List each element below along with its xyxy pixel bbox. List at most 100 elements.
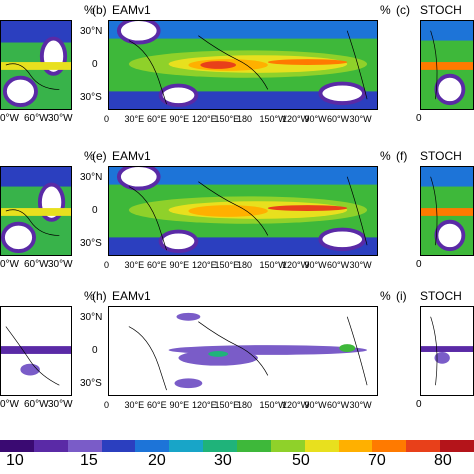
row1-mid-pct: % <box>380 3 391 17</box>
lon-tick-left-r3-1: 60°W <box>24 399 49 410</box>
lat-tick-r3-30s: 30°S <box>80 378 102 389</box>
lon-tick-main-r3-0: 0 <box>104 400 110 410</box>
lon-tick-main-r2-6: 180 <box>237 260 253 270</box>
lon-tick-main-r2-4: 120°E <box>192 260 217 270</box>
lon-tick-main-r1-2: 60°E <box>147 114 167 124</box>
lon-tick-main-r1-11: 30°W <box>349 114 372 124</box>
row2-left-pct: % <box>84 149 95 163</box>
lon-tick-main-r3-6: 180 <box>237 400 253 410</box>
lon-tick-main-r3-8: 120°W <box>282 400 310 410</box>
lon-tick-left-r2-1: 60°W <box>24 259 49 270</box>
row3-panel-i-label: (i) <box>396 289 407 303</box>
lon-tick-main-r2-5: 150°E <box>214 260 240 270</box>
lon-tick-main-r2-7: 150°W <box>259 260 287 270</box>
row1-model-b: EAMv1 <box>112 3 151 17</box>
lon-tick-main-r1-3: 90°E <box>169 114 190 124</box>
colorbar-segment-13 <box>440 440 474 452</box>
lon-tick-main-r1-10: 60°W <box>327 114 350 124</box>
lon-tick-main-r2-2: 60°E <box>147 260 167 270</box>
row3-model-i: STOCH <box>420 289 462 303</box>
lon-tick-main-r2-3: 90°E <box>169 260 190 270</box>
lat-tick-r1-30s: 30°S <box>80 92 102 103</box>
row1-left-pct: % <box>84 3 95 17</box>
colorbar-segment-2 <box>67 440 103 452</box>
map-panel-i <box>420 306 474 396</box>
lat-tick-r3-0: 0 <box>92 345 98 356</box>
lon-tick-right-r3: 0 <box>416 399 422 410</box>
row3-mid-pct: % <box>380 289 391 303</box>
lon-tick-main-r1-4: 120°E <box>192 114 217 124</box>
colorbar-segment-9 <box>304 440 340 452</box>
lat-tick-r1-0: 0 <box>92 59 98 70</box>
colorbar-label-20: 20 <box>148 452 166 469</box>
row2-panel-f-label: (f) <box>396 149 408 163</box>
lon-tick-main-r2-9: 90°W <box>304 260 327 270</box>
lon-tick-left-r1-1: 60°W <box>24 113 49 124</box>
lon-tick-main-r3-10: 60°W <box>327 400 350 410</box>
map-panel-b <box>108 20 378 110</box>
lon-tick-main-r3-1: 30°E <box>124 400 145 410</box>
colorbar-segment-1 <box>33 440 69 452</box>
map-panel-e <box>108 166 378 256</box>
row2-panel-e-label: (e) <box>92 149 107 163</box>
map-panel-f <box>420 166 474 256</box>
colorbar <box>0 440 474 452</box>
colorbar-label-10: 10 <box>6 452 24 469</box>
lon-tick-main-r1-1: 30°E <box>124 114 145 124</box>
lon-tick-main-r3-11: 30°W <box>349 400 372 410</box>
colorbar-label-50: 50 <box>292 452 310 469</box>
map-panel-a <box>0 20 72 110</box>
map-panel-g <box>0 306 72 396</box>
row2-model-e: EAMv1 <box>112 149 151 163</box>
row3-panel-h-label: (h) <box>92 289 107 303</box>
row1-model-c: STOCH <box>420 3 462 17</box>
lon-tick-main-r1-8: 120°W <box>282 114 310 124</box>
lon-tick-main-r3-3: 90°E <box>169 400 190 410</box>
lon-tick-main-r2-1: 30°E <box>124 260 145 270</box>
lon-tick-main-r2-8: 120°W <box>282 260 310 270</box>
lon-tick-right-r1: 0 <box>416 113 422 124</box>
lon-tick-main-r3-2: 60°E <box>147 400 167 410</box>
colorbar-segment-11 <box>372 440 407 452</box>
lon-tick-left-r2-2: 30°W <box>48 259 73 270</box>
colorbar-label-15: 15 <box>80 452 98 469</box>
lon-tick-main-r2-11: 30°W <box>349 260 372 270</box>
lon-tick-main-r1-9: 90°W <box>304 114 327 124</box>
lon-tick-left-r3-0: 0°W <box>0 399 19 410</box>
map-panel-c <box>420 20 474 110</box>
lon-tick-right-r2: 0 <box>416 259 422 270</box>
lon-tick-main-r2-0: 0 <box>104 260 110 270</box>
lon-tick-main-r1-0: 0 <box>104 114 110 124</box>
lon-tick-main-r3-9: 90°W <box>304 400 327 410</box>
colorbar-segment-6 <box>203 440 238 452</box>
colorbar-segment-5 <box>169 440 204 452</box>
lat-tick-r2-0: 0 <box>92 205 98 216</box>
row2-mid-pct: % <box>380 149 391 163</box>
colorbar-label-80: 80 <box>434 452 452 469</box>
lat-tick-r2-30n: 30°N <box>80 172 103 183</box>
row3-left-pct: % <box>84 289 95 303</box>
lon-tick-main-r3-5: 150°E <box>214 400 240 410</box>
lon-tick-left-r1-2: 30°W <box>48 113 73 124</box>
lon-tick-main-r2-10: 60°W <box>327 260 350 270</box>
lat-tick-r2-30s: 30°S <box>80 238 102 249</box>
lon-tick-left-r3-2: 30°W <box>48 399 73 410</box>
colorbar-segment-0 <box>0 440 35 452</box>
lon-tick-main-r3-7: 150°W <box>259 400 287 410</box>
row1-panel-b-label: (b) <box>92 3 107 17</box>
colorbar-segment-8 <box>270 440 306 452</box>
lon-tick-left-r1-0: 0°W <box>0 113 19 124</box>
colorbar-label-70: 70 <box>368 452 386 469</box>
row2-model-f: STOCH <box>420 149 462 163</box>
colorbar-segment-10 <box>338 440 373 452</box>
row3-model-h: EAMv1 <box>112 289 151 303</box>
colorbar-segment-12 <box>406 440 441 452</box>
map-panel-d <box>0 166 72 256</box>
lon-tick-main-r1-7: 150°W <box>259 114 287 124</box>
row1-panel-c-label: (c) <box>396 3 410 17</box>
lat-tick-r3-30n: 30°N <box>80 312 103 323</box>
colorbar-segment-7 <box>237 440 272 452</box>
lat-tick-r1-30n: 30°N <box>80 26 103 37</box>
lon-tick-main-r3-4: 120°E <box>192 400 217 410</box>
lon-tick-left-r2-0: 0°W <box>0 259 19 270</box>
